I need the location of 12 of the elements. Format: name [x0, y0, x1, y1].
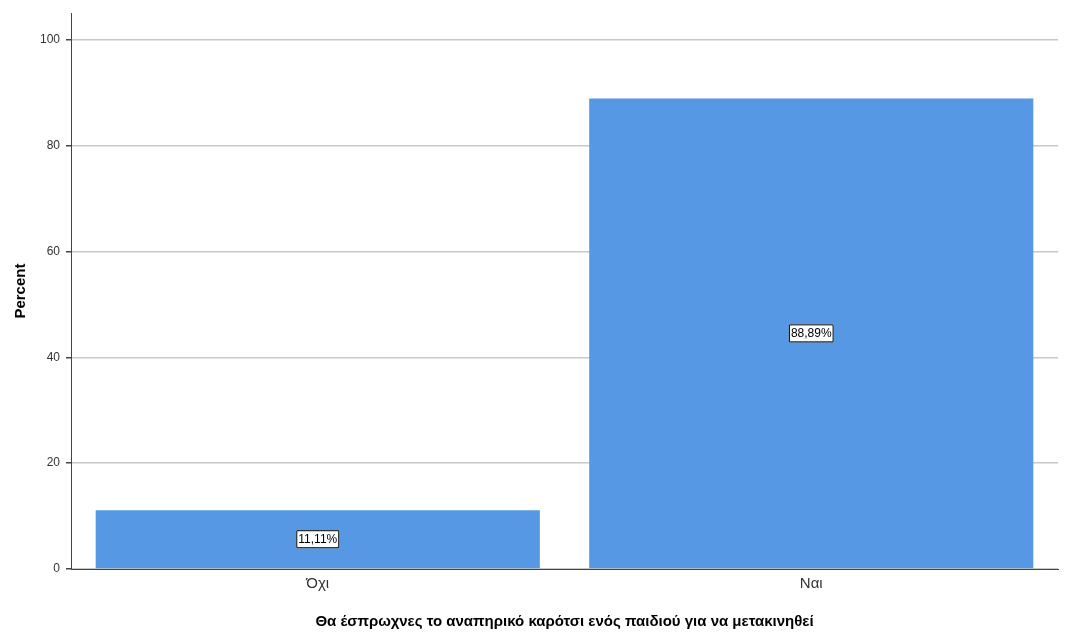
y-axis-title: Percent: [11, 263, 29, 319]
y-tick-label: 80: [46, 137, 61, 152]
y-tick-label: 0: [53, 561, 61, 576]
y-tick-label: 40: [46, 349, 61, 364]
data-label: 11,11%: [298, 531, 338, 546]
y-tick-label: 60: [46, 243, 61, 258]
y-tick-label: 20: [46, 455, 61, 470]
y-tick-label: 100: [39, 31, 61, 46]
x-tick-label: Όχι: [305, 574, 330, 592]
x-tick-label: Ναι: [799, 574, 823, 592]
x-axis-title: Θα έσπρωχνες το αναπηρικό καρότσι ενός παιδιού για να μετακινηθεί: [315, 612, 814, 630]
data-label: 88,89%: [790, 325, 832, 340]
